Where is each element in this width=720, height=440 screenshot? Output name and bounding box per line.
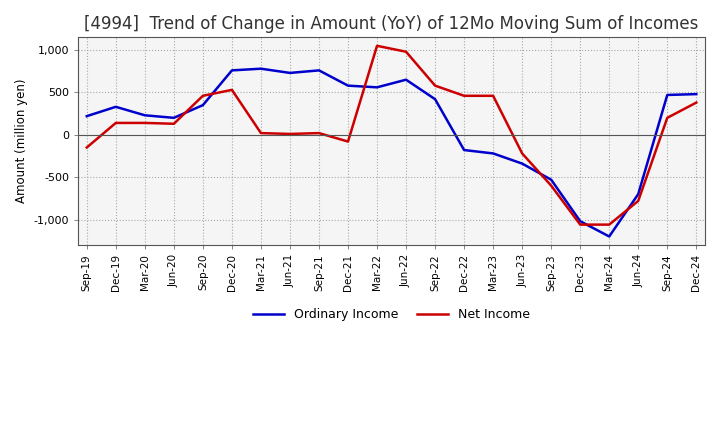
Net Income — [373, 43, 382, 48]
Net Income — [315, 130, 323, 136]
Title: [4994]  Trend of Change in Amount (YoY) of 12Mo Moving Sum of Incomes: [4994] Trend of Change in Amount (YoY) o… — [84, 15, 698, 33]
Ordinary Income — [460, 147, 469, 153]
Net Income — [663, 115, 672, 121]
Ordinary Income — [605, 234, 613, 239]
Net Income — [256, 130, 265, 136]
Net Income — [460, 93, 469, 99]
Ordinary Income — [576, 219, 585, 224]
Line: Ordinary Income: Ordinary Income — [87, 69, 696, 236]
Ordinary Income — [169, 115, 178, 121]
Net Income — [634, 198, 642, 204]
Y-axis label: Amount (million yen): Amount (million yen) — [15, 79, 28, 203]
Net Income — [518, 151, 526, 156]
Ordinary Income — [692, 92, 701, 97]
Net Income — [692, 100, 701, 105]
Ordinary Income — [83, 114, 91, 119]
Ordinary Income — [373, 84, 382, 90]
Ordinary Income — [547, 177, 556, 182]
Ordinary Income — [489, 151, 498, 156]
Ordinary Income — [315, 68, 323, 73]
Ordinary Income — [112, 104, 120, 110]
Ordinary Income — [199, 103, 207, 108]
Legend: Ordinary Income, Net Income: Ordinary Income, Net Income — [248, 303, 536, 326]
Ordinary Income — [256, 66, 265, 71]
Net Income — [547, 183, 556, 188]
Line: Net Income: Net Income — [87, 46, 696, 224]
Net Income — [169, 121, 178, 126]
Ordinary Income — [140, 113, 149, 118]
Net Income — [140, 120, 149, 125]
Net Income — [576, 222, 585, 227]
Ordinary Income — [431, 96, 439, 102]
Net Income — [489, 93, 498, 99]
Ordinary Income — [663, 92, 672, 98]
Net Income — [286, 131, 294, 136]
Ordinary Income — [286, 70, 294, 76]
Net Income — [343, 139, 352, 144]
Ordinary Income — [343, 83, 352, 88]
Net Income — [402, 49, 410, 55]
Ordinary Income — [402, 77, 410, 82]
Net Income — [83, 145, 91, 150]
Ordinary Income — [228, 68, 236, 73]
Net Income — [431, 83, 439, 88]
Ordinary Income — [518, 161, 526, 166]
Net Income — [228, 87, 236, 92]
Net Income — [605, 222, 613, 227]
Net Income — [112, 120, 120, 125]
Net Income — [199, 93, 207, 99]
Ordinary Income — [634, 191, 642, 197]
